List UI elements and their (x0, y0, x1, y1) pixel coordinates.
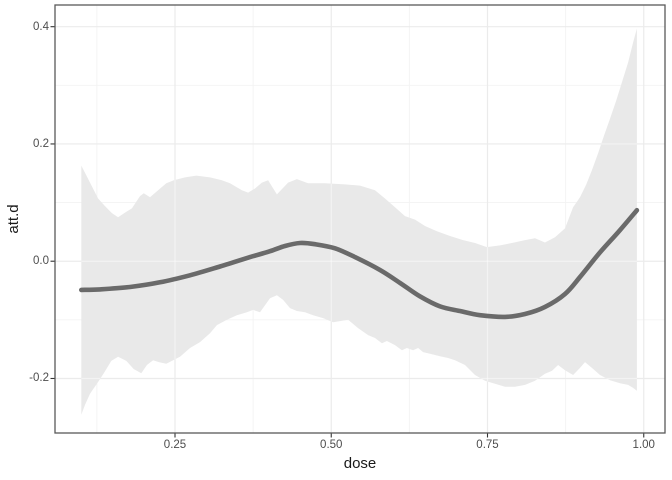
panel-border (54, 4, 666, 434)
axis-ticks (50, 26, 645, 438)
x-tick-label: 0.50 (320, 439, 343, 451)
x-axis-title: dose (343, 455, 377, 472)
x-tick-label: 0.75 (476, 439, 499, 451)
y-axis-title: att.d (5, 204, 22, 234)
y-tick-label: -0.2 (29, 372, 49, 385)
y-tick-label: 0.0 (33, 255, 49, 268)
smooth-line (79, 207, 640, 320)
x-tick-label: 0.25 (163, 439, 187, 451)
y-tick-label: 0.2 (33, 137, 49, 150)
x-tick-label: 1.00 (632, 439, 655, 451)
y-tick-label: 0.4 (33, 20, 49, 33)
